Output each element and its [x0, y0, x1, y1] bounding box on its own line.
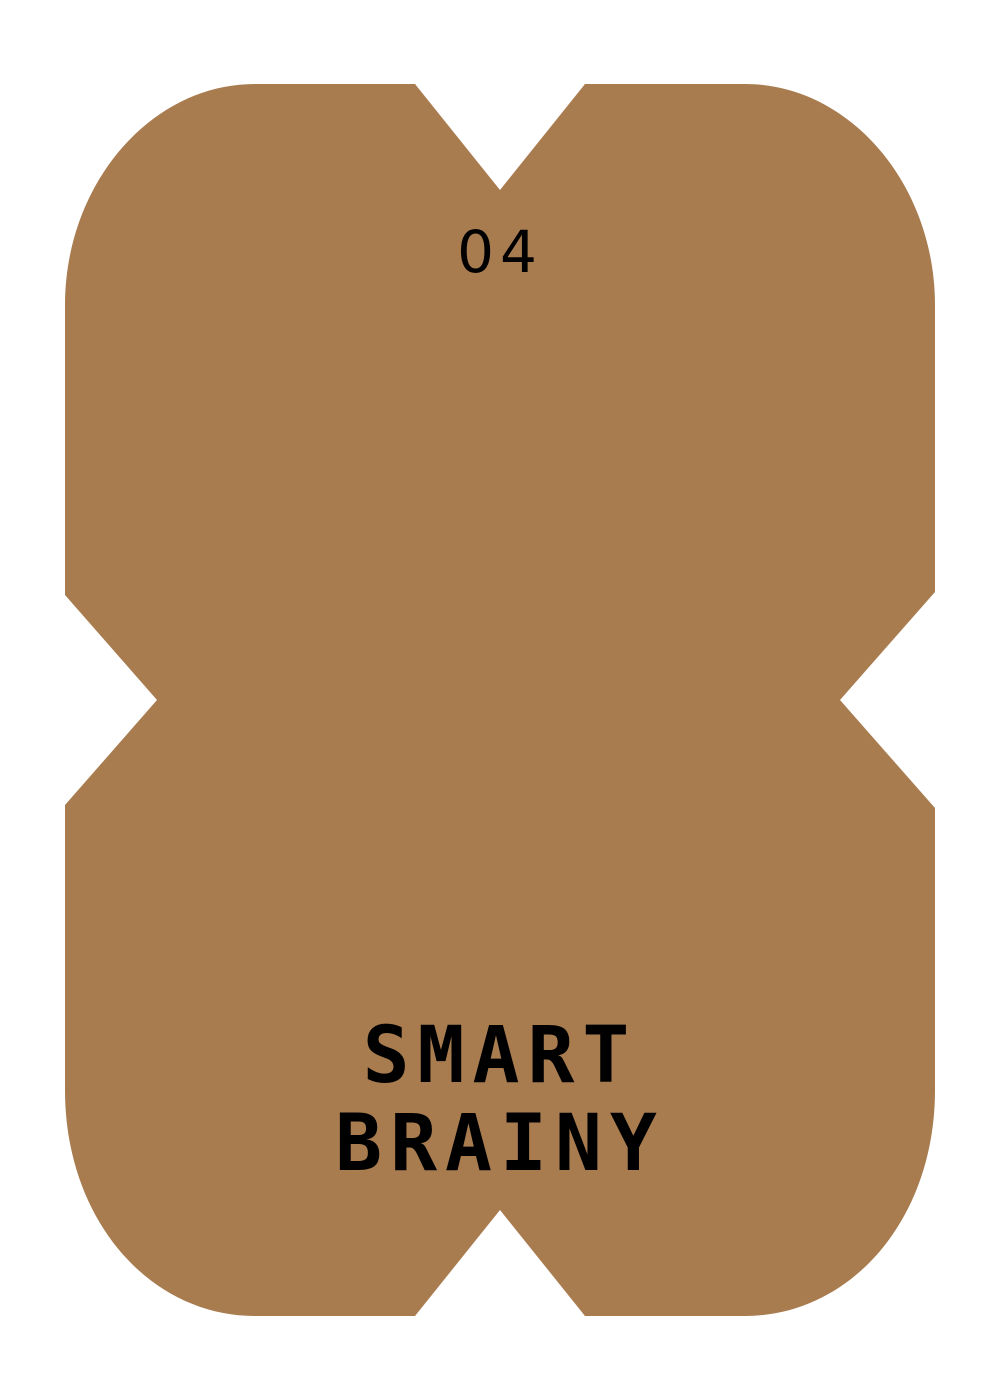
card-number: 04 — [457, 218, 543, 286]
card-title-line-2: BRAINY — [335, 1099, 665, 1189]
card-shape — [65, 84, 935, 1316]
card-title-line-1: SMART — [363, 1011, 638, 1101]
